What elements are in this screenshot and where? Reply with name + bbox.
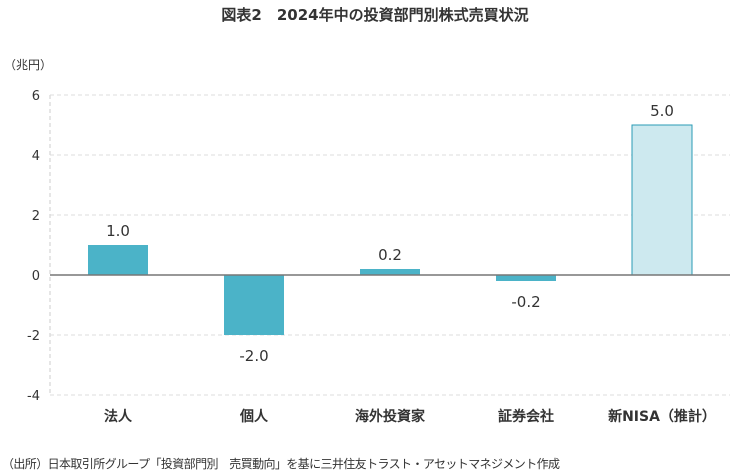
y-tick-label: 0: [32, 269, 40, 284]
bar: [88, 245, 148, 275]
bar: [224, 275, 284, 335]
bar: [631, 124, 693, 276]
data-label: 5.0: [650, 102, 674, 120]
x-tick-label: 証券会社: [498, 408, 554, 425]
y-tick-label: -2: [27, 329, 40, 344]
chart-title: 図表2 2024年中の投資部門別株式売買状況: [221, 6, 529, 24]
source-note: （出所）日本取引所グループ「投資部門別 売買動向」を基に三井住友トラスト・アセッ…: [2, 457, 560, 471]
x-tick-label: 個人: [239, 408, 269, 425]
y-tick-label: 6: [32, 89, 40, 104]
data-label: -0.2: [511, 293, 540, 311]
x-tick-label: 法人: [104, 408, 133, 425]
y-tick-label: 4: [32, 149, 40, 164]
bar: [496, 275, 556, 281]
data-label: -2.0: [239, 347, 268, 365]
y-tick-label: -4: [27, 389, 40, 404]
data-label: 1.0: [106, 222, 130, 240]
x-tick-label: 新NISA（推計）: [608, 408, 716, 425]
data-label: 0.2: [378, 246, 402, 264]
y-tick-label: 2: [32, 209, 40, 224]
bar: [360, 269, 420, 275]
y-axis-unit: （兆円）: [4, 58, 53, 72]
x-tick-label: 海外投資家: [355, 408, 426, 425]
